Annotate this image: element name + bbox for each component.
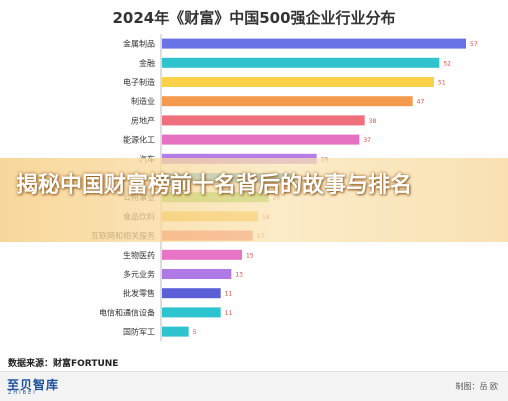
data-label: 11 [225,310,233,317]
category-label: 电信和通信设备 [99,307,155,317]
data-label: 57 [470,41,478,48]
bar [162,38,466,49]
bar [162,269,232,279]
brand-logo: 至贝智库 [7,378,60,392]
chart-title: 2024年《财富》中国500强企业行业分布 [112,9,396,27]
category-label: 多元业务 [123,269,155,279]
bar [162,326,189,337]
data-source: 数据来源：财富FORTUNE [8,359,119,369]
headline-text: 揭秘中国财富榜前十名背后的故事与排名 [16,173,413,198]
bar [162,115,365,126]
data-label: 38 [369,118,377,125]
category-label: 制造业 [131,96,155,106]
data-label: 13 [235,272,243,279]
bar [162,288,221,299]
category-label: 国防军工 [123,327,155,337]
data-label: 52 [443,60,451,67]
bar [162,307,221,318]
headline-banner [0,158,508,242]
data-label: 37 [363,137,371,144]
data-label: 47 [417,99,425,106]
footer-bar: 至贝智库 ZHIBEI 制图：岳 欧 [0,371,508,401]
data-label: 51 [438,80,446,87]
bar [162,134,360,145]
brand-logo-sub: ZHIBEI [8,390,37,396]
category-label: 电子制造 [123,77,155,87]
bar [162,249,242,260]
category-label: 批发零售 [123,288,155,298]
category-label: 能源化工 [123,135,155,145]
bar [162,77,434,87]
category-label: 房地产 [131,115,155,125]
data-label: 11 [225,291,233,298]
category-label: 金融 [139,58,155,68]
bar [162,96,413,107]
data-label: 15 [246,252,254,259]
data-label: 5 [193,329,197,336]
bar [162,57,440,68]
category-label: 金属制品 [123,39,155,49]
chart-credit: 制图：岳 欧 [455,382,498,391]
category-label: 生物医药 [123,250,155,260]
